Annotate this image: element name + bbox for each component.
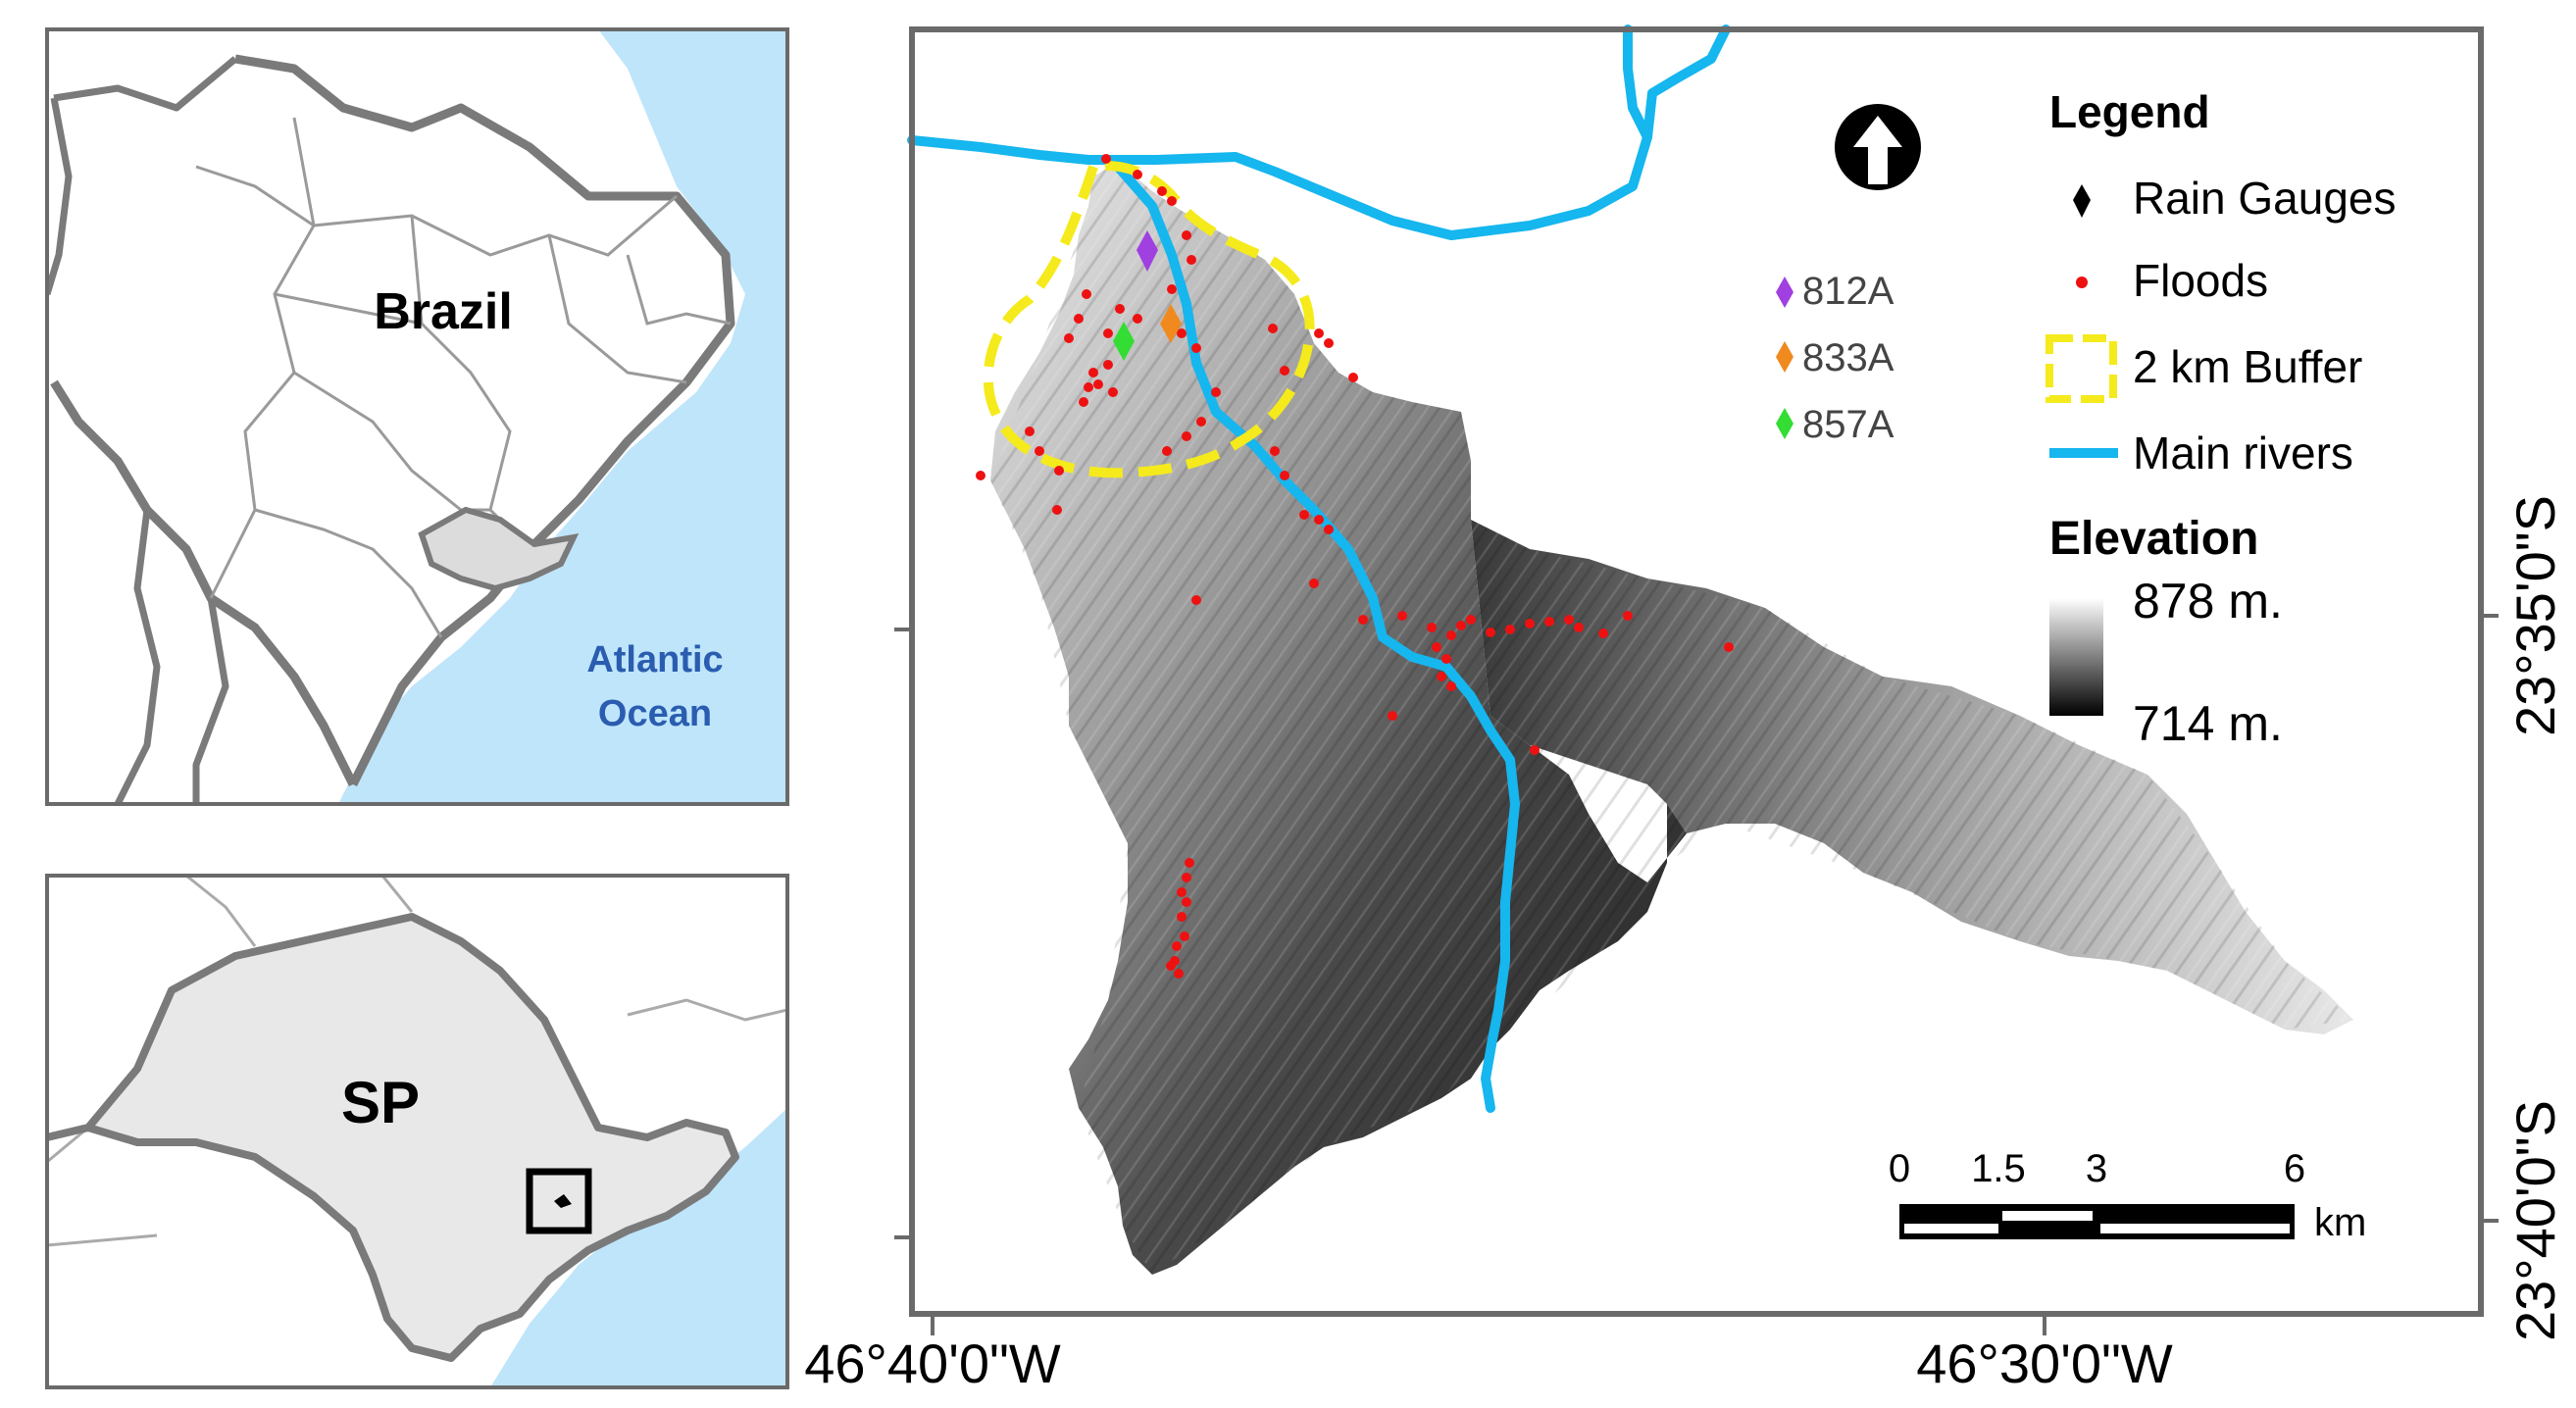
elevation-dem-raster xyxy=(990,162,2353,1275)
rain-gauge-legend-icon xyxy=(2073,184,2091,218)
brazil-label: Brazil xyxy=(374,283,513,340)
elevation-ramp xyxy=(2049,598,2103,716)
gauge-id-list: 812A 833A 857A xyxy=(1776,270,1894,446)
north-arrow-icon xyxy=(1835,104,1921,190)
gauge-833A-marker xyxy=(1160,304,1182,343)
scale-unit: km xyxy=(2314,1201,2366,1244)
scale-bar: 0 1.5 3 6 km xyxy=(1889,1147,2366,1244)
legend-title: Legend xyxy=(2049,86,2210,137)
floods-legend-label: Floods xyxy=(2133,255,2268,306)
sao-paulo-inset-map: SP xyxy=(45,874,789,1389)
elevation-legend-title: Elevation xyxy=(2049,513,2258,565)
flood-legend-icon xyxy=(2076,277,2088,288)
gauge-857A-label: 857A xyxy=(1802,403,1894,446)
scale-tick-3: 6 xyxy=(2284,1147,2305,1190)
buffer-legend-icon xyxy=(2046,334,2117,403)
main-map: 812A 833A 857A Legend Rain Gauges Floods… xyxy=(804,25,2566,1394)
legend: Legend Rain Gauges Floods 2 km Buffer Ma… xyxy=(2046,86,2397,751)
latitude-upper-label: 23°35'0"S xyxy=(2504,495,2566,736)
elevation-min-label: 714 m. xyxy=(2133,696,2283,751)
gauge-833A-label: 833A xyxy=(1802,336,1894,379)
brazil-inset-frame xyxy=(45,27,789,806)
rain-gauges-legend-label: Rain Gauges xyxy=(2133,173,2397,224)
ocean-label: Ocean xyxy=(598,693,712,734)
scale-tick-0: 0 xyxy=(1889,1147,1910,1190)
sao-paulo-state-highlight xyxy=(418,506,580,592)
gauge-812A-label: 812A xyxy=(1802,270,1894,313)
gauge-812A-marker xyxy=(1136,230,1158,272)
sao-paulo-inset-frame xyxy=(45,874,789,1389)
latitude-lower-label: 23°40'0"S xyxy=(2504,1100,2566,1341)
main-rivers xyxy=(907,25,1731,1113)
study-area-locator-box xyxy=(526,1168,592,1234)
sao-paulo-state-outline xyxy=(84,913,739,1362)
longitude-left-label: 46°40'0"W xyxy=(804,1333,1061,1394)
elevation-max-label: 878 m. xyxy=(2133,574,2283,629)
sp-label: SP xyxy=(341,1070,420,1135)
gauge-833A-icon xyxy=(1776,341,1793,373)
river-tamanduatei xyxy=(1113,162,1520,1113)
scale-tick-2: 3 xyxy=(2086,1147,2107,1190)
rivers-legend-label: Main rivers xyxy=(2133,427,2353,478)
atlantic-label: Atlantic xyxy=(586,639,723,680)
rain-gauge-points xyxy=(1113,230,1182,361)
brazil-inset-map: Brazil Atlantic Ocean xyxy=(45,27,789,806)
main-map-frame xyxy=(909,26,2484,1317)
longitude-right-label: 46°30'0"W xyxy=(1916,1333,2173,1394)
flood-points xyxy=(976,154,1734,979)
buffer-legend-label: 2 km Buffer xyxy=(2133,341,2362,392)
river-north xyxy=(907,25,1731,240)
scale-tick-1: 1.5 xyxy=(1971,1147,2026,1190)
gauge-857A-marker xyxy=(1113,322,1135,361)
gauge-857A-icon xyxy=(1776,408,1793,439)
buffer-2km xyxy=(983,161,1315,478)
gauge-812A-icon xyxy=(1776,277,1793,308)
